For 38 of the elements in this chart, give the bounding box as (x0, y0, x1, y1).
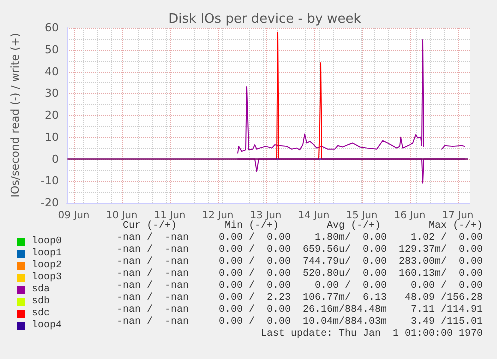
legend-label: sdb (32, 296, 50, 308)
x-tick-label: 13 Jun (250, 210, 282, 222)
legend-label: loop2 (32, 260, 62, 272)
legend-label: loop4 (32, 320, 62, 332)
y-tick-label: -10 (41, 174, 59, 188)
text: Last update: Thu Jan 1 01:00:00 1970 (260, 329, 483, 341)
text: -nan / -nan 0.00 / 2.23 106.77m/ 6.13 48.09 /156.28 (116, 293, 483, 304)
y-tick-label: 40 (45, 65, 59, 78)
y-tick-label: -20 (41, 196, 59, 210)
y-axis-title: IOs/second read (-) / write (+) (9, 33, 22, 198)
text: Cur (-/+) Min (-/+) Avg (-/+) Max (-/+) (122, 221, 483, 232)
text: -nan / -nan 0.00 / 0.00 520.80u/ 0.00 160.13m/ 0.00 (116, 269, 483, 280)
x-tick-label: 09 Jun (58, 210, 90, 222)
x-tick-label: 15 Jun (346, 210, 378, 222)
y-tick-label: 50 (45, 43, 59, 56)
x-tick-label: 11 Jun (154, 210, 186, 222)
text: -nan / -nan 0.00 / 0.00 26.16m/884.48m 7.11 /114.91 (116, 305, 483, 316)
y-tick-label: 0 (52, 152, 59, 166)
x-tick-label: 10 Jun (106, 210, 138, 222)
y-tick-label: 10 (45, 130, 59, 144)
x-tick-label: 12 Jun (202, 210, 234, 222)
text: -nan / -nan 0.00 / 0.00 744.79u/ 0.00 283.00m/ 0.00 (116, 257, 483, 268)
text: -nan / -nan 0.00 / 0.00 0.00 / 0.00 0.00 / 0.00 (116, 281, 483, 292)
x-tick-label: 14 Jun (298, 210, 330, 222)
x-tick-label: 17 Jun (442, 210, 474, 222)
legend-label: loop3 (32, 272, 62, 284)
text: -nan / -nan 0.00 / 0.00 10.04m/884.03m 3.49 /115.01 (116, 317, 483, 328)
legend-label: sdc (32, 308, 50, 320)
y-tick-label: 30 (45, 87, 59, 100)
text: -nan / -nan 0.00 / 0.00 659.56u/ 0.00 129.37m/ 0.00 (116, 245, 483, 256)
chart-title: Disk IOs per device - by week (168, 12, 362, 27)
y-tick-label: 60 (45, 22, 59, 34)
y-tick-label: 20 (45, 109, 59, 122)
legend-label: loop0 (32, 236, 62, 248)
legend-label: sda (32, 284, 50, 296)
text: -nan / -nan 0.00 / 0.00 1.80m/ 0.00 1.02 / 0.00 (116, 233, 483, 244)
legend-label: loop1 (32, 248, 62, 260)
x-tick-label: 16 Jun (394, 210, 426, 222)
